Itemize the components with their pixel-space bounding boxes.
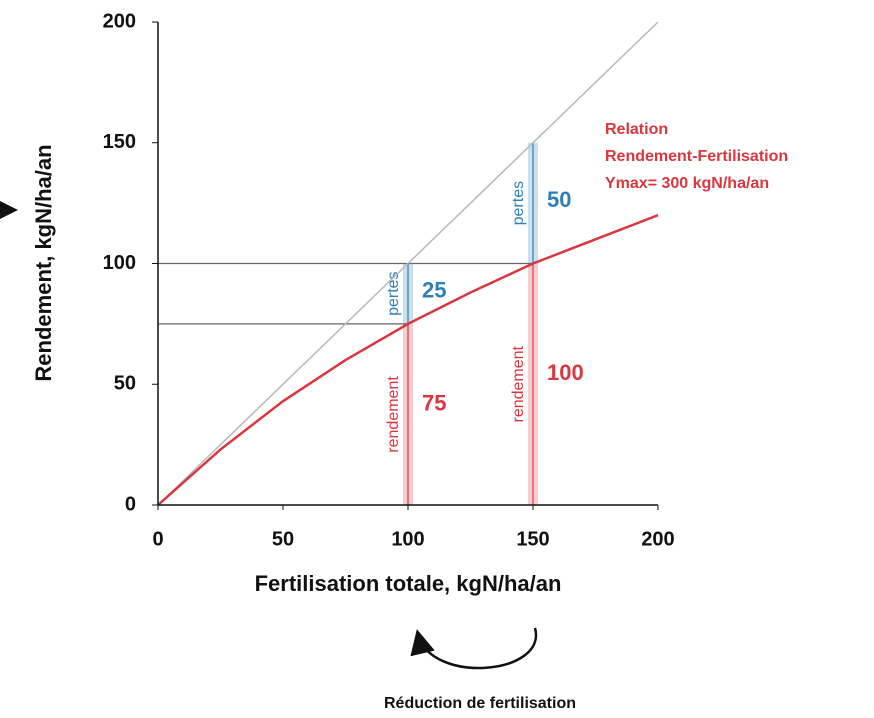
rendement-bar	[403, 323, 413, 505]
pertes-label: pertes	[385, 271, 402, 315]
x-axis-label: Fertilisation totale, kgN/ha/an	[255, 571, 562, 596]
x-tick-label: 200	[641, 528, 674, 550]
x-tick-label: 0	[152, 528, 163, 550]
y-tick-label: 150	[103, 131, 136, 153]
y-axis-label: Rendement, kgN/ha/an	[31, 144, 56, 381]
annotation: Ymax= 300 kgN/ha/an	[605, 175, 769, 192]
rendement-bar	[528, 263, 538, 505]
line	[157, 21, 659, 506]
rendement-value-label: 100	[547, 360, 584, 385]
annotation: Rendement-Fertilisation	[605, 148, 788, 165]
pertes-bar	[403, 263, 413, 324]
y-tick-label: 100	[103, 252, 136, 274]
note: Réduction de fertilisation	[384, 695, 576, 712]
pertes-bar	[528, 142, 538, 264]
y-tick-label: 0	[125, 493, 136, 515]
line	[157, 214, 659, 506]
pertes-label: pertes	[510, 181, 527, 225]
rendement-label: rendement	[510, 345, 527, 422]
annotation: Relation	[605, 121, 668, 138]
reduction-arrow	[410, 627, 538, 670]
y-tick-label: 200	[103, 10, 136, 32]
rendement-value-label: 75	[422, 390, 446, 415]
pertes-value-label: 50	[547, 187, 571, 212]
x-tick-label: 100	[391, 528, 424, 550]
rendement-label: rendement	[385, 376, 402, 453]
pertes-value-label: 25	[422, 278, 446, 303]
x-tick-label: 50	[272, 528, 294, 550]
x-tick-label: 150	[516, 528, 549, 550]
y-tick-label: 50	[114, 373, 136, 395]
